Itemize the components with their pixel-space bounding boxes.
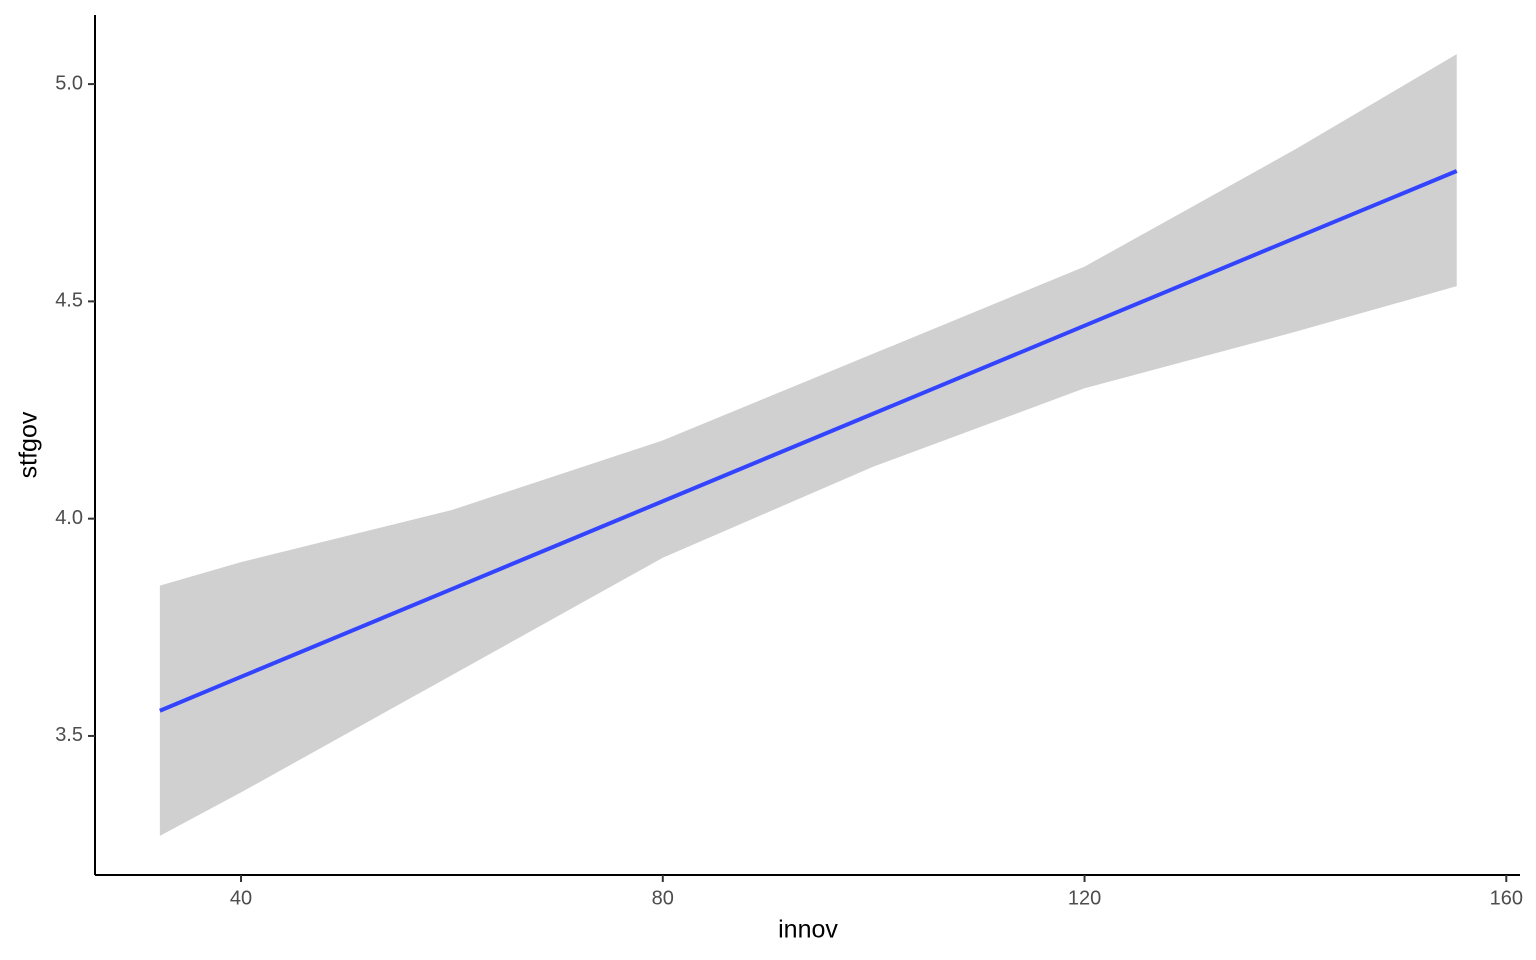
- y-tick-label: 4.5: [55, 290, 83, 312]
- y-tick-label: 4.0: [55, 507, 83, 529]
- x-tick-label: 120: [1068, 887, 1101, 909]
- x-tick-label: 80: [652, 887, 674, 909]
- x-axis-title: innov: [778, 916, 838, 944]
- line: [159, 169, 1458, 713]
- x-tick-label: 40: [230, 887, 252, 909]
- y-tick-label: 5.0: [55, 72, 83, 94]
- y-tick-label: 3.5: [55, 724, 83, 746]
- y-axis-title: stfgov: [15, 411, 43, 478]
- x-tick-label: 160: [1490, 887, 1523, 909]
- confidence-band: [159, 54, 1457, 836]
